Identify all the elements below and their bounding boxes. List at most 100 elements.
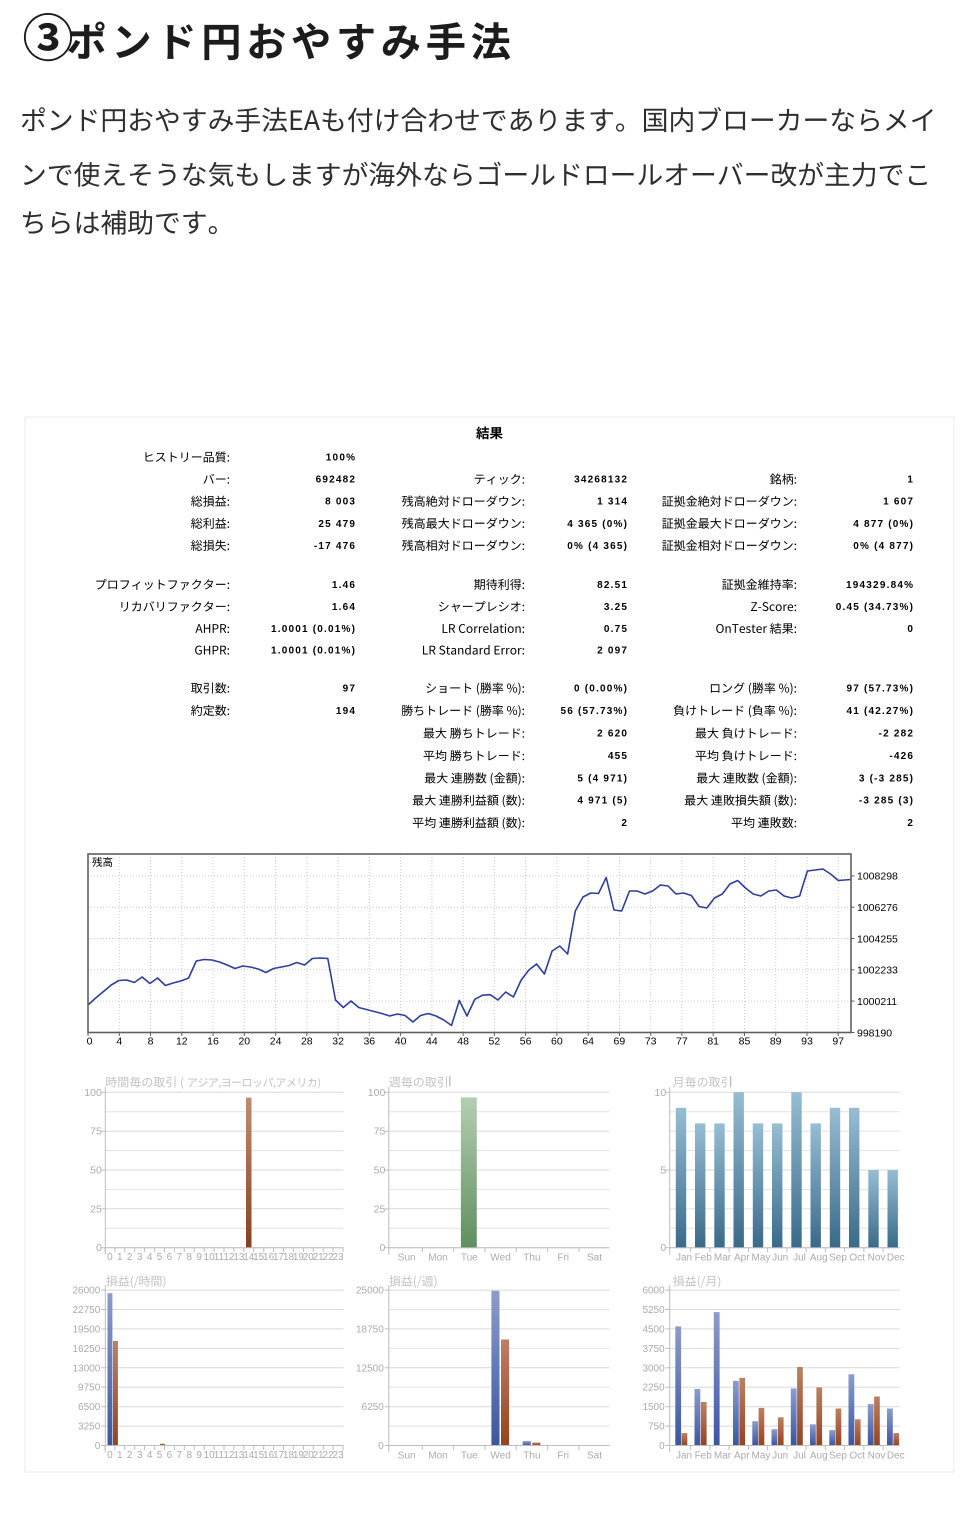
svg-text:9: 9: [196, 1252, 202, 1263]
svg-text:77: 77: [676, 1036, 688, 1048]
svg-text:1.46: 1.46: [332, 580, 356, 591]
svg-text:60: 60: [551, 1036, 563, 1048]
svg-text:14: 14: [243, 1252, 255, 1263]
svg-text:13: 13: [233, 1450, 245, 1461]
svg-text:19: 19: [293, 1252, 305, 1263]
svg-text:16250: 16250: [72, 1344, 100, 1355]
svg-text:13000: 13000: [72, 1363, 100, 1374]
svg-text:81: 81: [707, 1036, 719, 1048]
svg-text:34268132: 34268132: [574, 475, 628, 486]
svg-text:10: 10: [204, 1450, 216, 1461]
svg-text:12500: 12500: [356, 1363, 384, 1374]
svg-text:1.0001 (0.01%): 1.0001 (0.01%): [271, 624, 356, 635]
svg-text:50: 50: [374, 1165, 386, 1177]
svg-text:82.51: 82.51: [597, 580, 628, 591]
svg-text:Mar: Mar: [714, 1451, 732, 1462]
svg-text:Tue: Tue: [461, 1253, 478, 1264]
svg-text:44: 44: [426, 1036, 438, 1048]
svg-text:12: 12: [223, 1252, 235, 1263]
svg-text:52: 52: [489, 1036, 501, 1048]
svg-text:Fri: Fri: [557, 1451, 569, 1462]
svg-text:2 097: 2 097: [597, 646, 628, 657]
svg-text:73: 73: [645, 1036, 657, 1048]
svg-text:23: 23: [333, 1450, 345, 1461]
svg-text:100: 100: [368, 1087, 386, 1099]
svg-text:Sep: Sep: [829, 1451, 847, 1462]
svg-text:1 607: 1 607: [883, 497, 914, 508]
svg-text:3.25: 3.25: [604, 602, 628, 613]
svg-text:1: 1: [907, 475, 914, 486]
svg-text:6: 6: [167, 1252, 173, 1263]
svg-text:16: 16: [207, 1036, 219, 1048]
svg-text:12: 12: [176, 1036, 188, 1048]
svg-text:0: 0: [107, 1450, 113, 1461]
svg-text:0 (0.00%): 0 (0.00%): [574, 684, 628, 695]
svg-text:2 620: 2 620: [597, 729, 628, 740]
svg-text:2: 2: [621, 818, 628, 829]
svg-text:11: 11: [214, 1450, 225, 1461]
svg-text:75: 75: [374, 1126, 386, 1138]
svg-text:Wed: Wed: [490, 1253, 510, 1264]
svg-text:97: 97: [832, 1036, 844, 1048]
svg-text:4: 4: [116, 1036, 122, 1048]
svg-text:Tue: Tue: [461, 1451, 478, 1462]
svg-text:4 971 (5): 4 971 (5): [577, 796, 628, 807]
svg-text:6250: 6250: [362, 1402, 385, 1413]
svg-text:Thu: Thu: [523, 1253, 540, 1264]
svg-text:2250: 2250: [642, 1383, 665, 1394]
svg-text:Mon: Mon: [428, 1253, 447, 1264]
svg-text:194: 194: [336, 706, 356, 717]
svg-text:17: 17: [273, 1450, 285, 1461]
svg-text:Fri: Fri: [557, 1253, 569, 1264]
svg-text:9750: 9750: [78, 1383, 101, 1394]
svg-text:36: 36: [363, 1036, 375, 1048]
svg-text:0% (4 877): 0% (4 877): [853, 541, 914, 552]
svg-text:1004255: 1004255: [857, 933, 898, 945]
svg-text:15: 15: [253, 1252, 265, 1263]
svg-text:23: 23: [333, 1252, 345, 1263]
svg-text:18: 18: [283, 1252, 295, 1263]
svg-text:1006276: 1006276: [857, 902, 898, 914]
svg-text:25 479: 25 479: [318, 519, 356, 530]
svg-text:1: 1: [117, 1450, 123, 1461]
svg-text:0: 0: [659, 1441, 665, 1452]
svg-text:Sun: Sun: [398, 1451, 416, 1462]
svg-text:1008298: 1008298: [857, 871, 898, 883]
svg-text:7: 7: [177, 1450, 183, 1461]
svg-text:5 (4 971): 5 (4 971): [577, 774, 628, 785]
svg-text:6500: 6500: [78, 1402, 101, 1413]
svg-text:Nov: Nov: [868, 1253, 886, 1264]
svg-text:4: 4: [147, 1450, 153, 1461]
svg-text:21: 21: [313, 1450, 325, 1461]
svg-text:Oct: Oct: [849, 1451, 865, 1462]
svg-text:20: 20: [303, 1450, 315, 1461]
svg-text:998190: 998190: [857, 1027, 892, 1039]
svg-text:10: 10: [204, 1252, 216, 1263]
svg-text:97: 97: [343, 684, 357, 695]
svg-text:20: 20: [238, 1036, 250, 1048]
svg-text:5: 5: [660, 1165, 666, 1177]
svg-text:Jul: Jul: [793, 1451, 806, 1462]
svg-text:Nov: Nov: [868, 1451, 886, 1462]
svg-text:5250: 5250: [642, 1305, 665, 1316]
svg-text:0: 0: [96, 1242, 102, 1254]
svg-text:16: 16: [263, 1450, 275, 1461]
svg-text:19: 19: [293, 1450, 305, 1461]
svg-text:75: 75: [90, 1126, 102, 1138]
svg-text:15: 15: [253, 1450, 265, 1461]
svg-text:6000: 6000: [642, 1286, 665, 1297]
svg-text:48: 48: [457, 1036, 469, 1048]
svg-text:0: 0: [87, 1036, 93, 1048]
svg-text:32: 32: [332, 1036, 344, 1048]
svg-text:-3 285 (3): -3 285 (3): [859, 796, 914, 807]
svg-text:18750: 18750: [356, 1324, 384, 1335]
svg-text:1: 1: [117, 1252, 123, 1263]
svg-text:22750: 22750: [72, 1305, 100, 1316]
svg-text:5: 5: [157, 1450, 163, 1461]
svg-text:28: 28: [301, 1036, 313, 1048]
svg-text:22: 22: [323, 1450, 335, 1461]
svg-text:Dec: Dec: [887, 1253, 905, 1264]
svg-text:-17 476: -17 476: [314, 541, 356, 552]
svg-text:3: 3: [137, 1450, 143, 1461]
svg-text:9: 9: [196, 1450, 202, 1461]
